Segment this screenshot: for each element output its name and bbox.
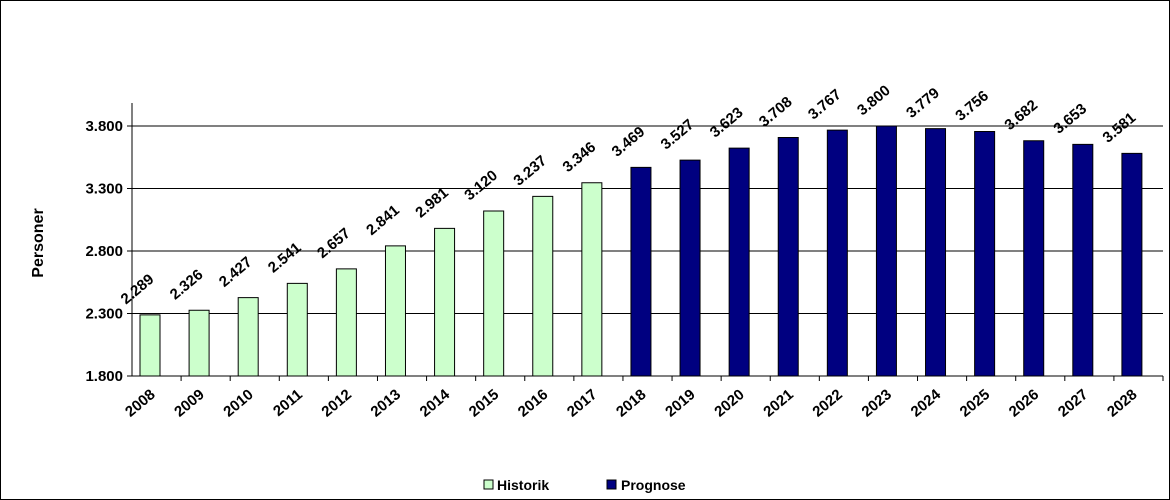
x-tick-label: 2025 bbox=[957, 386, 993, 420]
y-tick-label: 3.300 bbox=[85, 181, 123, 198]
x-tick-labels: 2008 2009 2010 2011 2012 2013 2014 2015 2016 2017… bbox=[122, 386, 1140, 421]
bar-historik-2012 bbox=[335, 268, 357, 377]
bar-prognose-2025 bbox=[974, 131, 996, 377]
y-tick-labels: 1.800 2.300 2.800 3.300 3.800 bbox=[85, 118, 123, 385]
bar-historik-2013 bbox=[384, 245, 406, 377]
data-label: 3.779 bbox=[903, 85, 943, 122]
data-label: 3.756 bbox=[952, 87, 992, 124]
data-label: 3.581 bbox=[1100, 109, 1140, 146]
x-tick-label: 2019 bbox=[662, 386, 698, 420]
data-label: 3.527 bbox=[658, 116, 698, 153]
bar-prognose-2022 bbox=[826, 129, 848, 377]
data-label: 3.800 bbox=[854, 82, 894, 119]
data-label: 3.767 bbox=[805, 86, 845, 123]
x-tick-label: 2012 bbox=[318, 386, 354, 420]
x-tick-label: 2014 bbox=[417, 386, 454, 421]
bar-historik-2017 bbox=[581, 182, 603, 377]
data-label: 2.841 bbox=[363, 202, 403, 239]
bar-prognose-2024 bbox=[925, 128, 947, 377]
bar-prognose-2027 bbox=[1072, 143, 1094, 377]
legend-label-historik: Historik bbox=[497, 477, 549, 493]
legend-swatch-historik bbox=[483, 479, 494, 490]
x-tick-label: 2009 bbox=[171, 386, 207, 420]
data-label: 2.289 bbox=[118, 271, 158, 308]
bar-prognose-2028 bbox=[1121, 152, 1143, 377]
x-tick-label: 2022 bbox=[809, 386, 845, 420]
y-axis-title: Personer bbox=[30, 208, 47, 277]
data-label: 2.326 bbox=[167, 266, 207, 303]
bar-historik-2008 bbox=[139, 314, 161, 377]
data-label: 2.427 bbox=[216, 254, 256, 291]
bar-prognose-2021 bbox=[777, 137, 799, 377]
legend-swatch-prognose bbox=[606, 479, 617, 490]
bar-historik-2009 bbox=[188, 309, 210, 377]
bar-historik-2011 bbox=[286, 282, 308, 377]
y-tick-label: 3.800 bbox=[85, 118, 123, 135]
bar-prognose-2018 bbox=[630, 166, 652, 377]
x-tick-label: 2011 bbox=[270, 386, 306, 420]
data-label: 3.237 bbox=[510, 152, 550, 189]
y-tick-label: 1.800 bbox=[85, 368, 123, 385]
bar-prognose-2023 bbox=[875, 125, 897, 377]
y-tick-label: 2.300 bbox=[85, 306, 123, 323]
bar-historik-2010 bbox=[237, 297, 259, 377]
data-label: 3.682 bbox=[1001, 97, 1041, 134]
x-tick-label: 2013 bbox=[368, 386, 404, 420]
data-label: 2.981 bbox=[412, 184, 452, 221]
bar-prognose-2020 bbox=[728, 147, 750, 377]
data-label: 3.346 bbox=[560, 139, 600, 176]
x-tick-label: 2020 bbox=[711, 386, 747, 420]
data-label: 3.708 bbox=[756, 93, 796, 130]
data-label: 3.469 bbox=[609, 123, 649, 160]
data-label: 3.120 bbox=[461, 167, 501, 204]
x-tick-label: 2024 bbox=[908, 386, 945, 421]
x-tick-label: 2008 bbox=[122, 386, 158, 420]
x-tick-label: 2026 bbox=[1006, 386, 1042, 420]
x-tick-label: 2023 bbox=[859, 386, 895, 420]
x-tick-label: 2015 bbox=[466, 386, 502, 420]
bar-prognose-2026 bbox=[1023, 140, 1045, 377]
bar-historik-2016 bbox=[532, 195, 554, 377]
legend: Historik Prognose bbox=[483, 477, 686, 493]
axes bbox=[127, 103, 1164, 381]
legend-label-prognose: Prognose bbox=[621, 477, 686, 493]
x-tick-label: 2027 bbox=[1055, 386, 1091, 420]
bars bbox=[139, 125, 1143, 377]
x-tick-label: 2017 bbox=[564, 386, 600, 420]
bar-historik-2014 bbox=[434, 227, 456, 377]
y-tick-label: 2.800 bbox=[85, 243, 123, 260]
data-label: 3.653 bbox=[1050, 100, 1090, 137]
bar-historik-2015 bbox=[483, 210, 505, 377]
data-label: 2.541 bbox=[265, 239, 305, 276]
bar-prognose-2019 bbox=[679, 159, 701, 377]
x-tick-label: 2018 bbox=[613, 386, 649, 420]
x-tick-label: 2010 bbox=[220, 386, 256, 420]
data-label: 3.623 bbox=[707, 104, 747, 141]
x-tick-label: 2016 bbox=[515, 386, 551, 420]
x-tick-label: 2021 bbox=[760, 386, 796, 420]
data-label: 2.657 bbox=[314, 225, 354, 262]
x-tick-label: 2028 bbox=[1104, 386, 1140, 420]
